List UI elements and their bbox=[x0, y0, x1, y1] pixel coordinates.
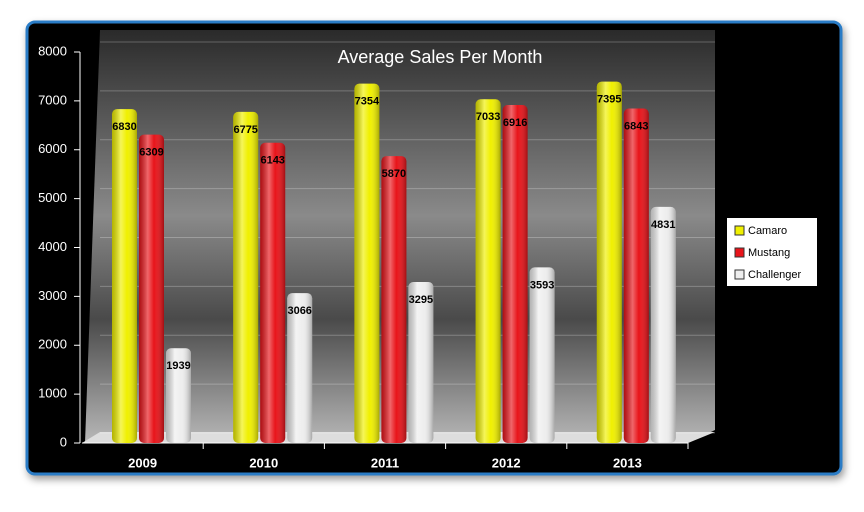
x-tick-label: 2011 bbox=[371, 455, 399, 470]
bar-shine bbox=[112, 109, 137, 443]
data-label: 3295 bbox=[409, 294, 433, 306]
y-tick-label: 2000 bbox=[38, 337, 67, 352]
y-tick-label: 5000 bbox=[38, 190, 67, 205]
x-tick-label: 2013 bbox=[613, 455, 642, 470]
data-label: 6775 bbox=[233, 124, 257, 136]
legend-label: Mustang bbox=[748, 247, 790, 259]
chart-title: Average Sales Per Month bbox=[338, 47, 543, 67]
y-tick-label: 3000 bbox=[38, 288, 67, 303]
legend-label: Challenger bbox=[748, 269, 802, 281]
data-label: 6916 bbox=[503, 117, 527, 129]
y-tick-label: 8000 bbox=[38, 43, 67, 58]
data-label: 3066 bbox=[287, 305, 311, 317]
legend-marker bbox=[734, 225, 745, 236]
bar-shine bbox=[381, 156, 407, 443]
y-tick-label: 7000 bbox=[38, 92, 67, 107]
bar-shine bbox=[650, 206, 676, 443]
bar-shine bbox=[139, 134, 164, 443]
y-tick-label: 0 bbox=[60, 434, 67, 449]
data-label: 6143 bbox=[260, 155, 284, 167]
x-tick-label: 2010 bbox=[249, 455, 278, 470]
data-label: 4831 bbox=[651, 219, 675, 231]
x-tick-label: 2012 bbox=[492, 455, 521, 470]
data-label: 7033 bbox=[476, 111, 500, 123]
data-label: 6830 bbox=[112, 121, 136, 133]
bar-shine bbox=[166, 348, 191, 443]
y-tick-label: 6000 bbox=[38, 141, 67, 156]
bar-shine bbox=[596, 81, 622, 444]
bar-shine bbox=[529, 267, 555, 443]
data-label: 1939 bbox=[166, 360, 190, 372]
legend-marker bbox=[734, 247, 745, 258]
data-label: 5870 bbox=[382, 168, 406, 180]
data-label: 6309 bbox=[139, 147, 163, 159]
bar-shine bbox=[408, 281, 434, 443]
data-label: 7395 bbox=[597, 93, 621, 105]
bar-shine bbox=[287, 293, 313, 443]
data-label: 6843 bbox=[624, 120, 648, 132]
legend-marker bbox=[734, 269, 745, 280]
bar-shine bbox=[354, 83, 380, 444]
x-tick-label: 2009 bbox=[128, 455, 157, 470]
y-tick-label: 4000 bbox=[38, 239, 67, 254]
bar-shine bbox=[260, 142, 286, 444]
bar-shine bbox=[623, 108, 649, 444]
data-label: 3593 bbox=[530, 279, 554, 291]
bar-shine bbox=[475, 99, 501, 444]
bar-shine bbox=[502, 104, 528, 443]
legend-label: Camaro bbox=[748, 225, 787, 237]
data-label: 7354 bbox=[355, 95, 380, 107]
y-tick-label: 1000 bbox=[38, 386, 67, 401]
bar-shine bbox=[233, 111, 259, 443]
